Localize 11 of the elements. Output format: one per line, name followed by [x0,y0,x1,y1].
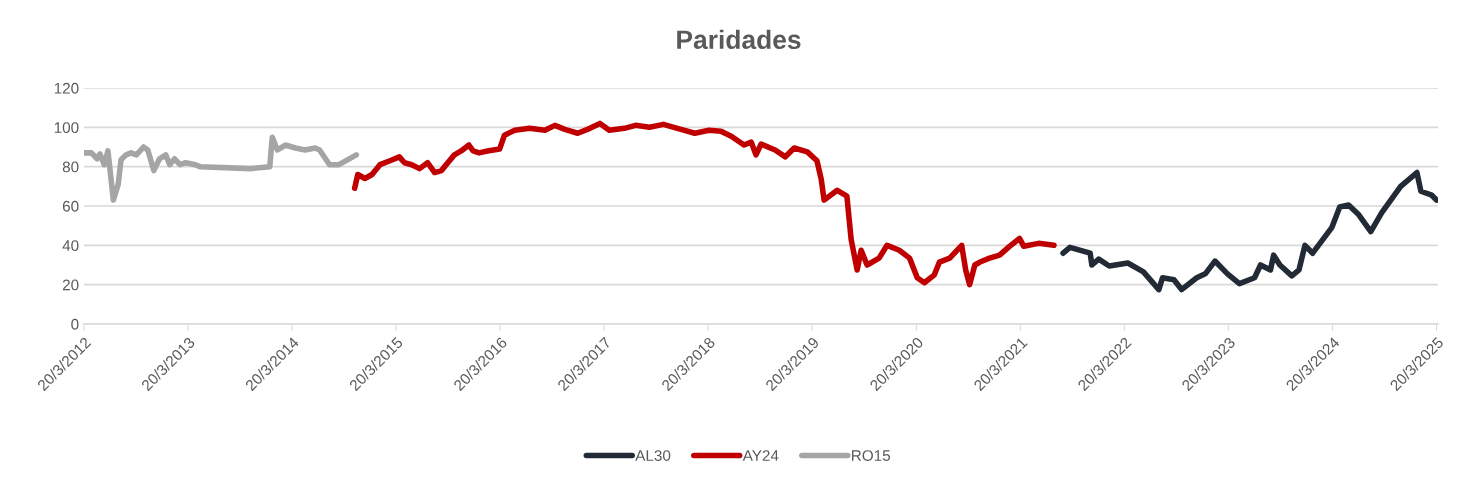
legend-label: RO15 [852,450,891,461]
legend-label: AL30 [635,450,671,461]
y-tick-label: 60 [62,200,79,212]
y-tick-label: 0 [71,318,79,330]
chart-title: Paridades [677,29,801,50]
y-tick-label: 40 [62,240,79,252]
y-tick-label: 120 [54,82,79,94]
y-tick-label: 80 [62,161,79,173]
y-tick-label: 20 [62,279,79,291]
y-tick-label: 100 [54,122,79,134]
legend-label: AY24 [742,450,779,461]
